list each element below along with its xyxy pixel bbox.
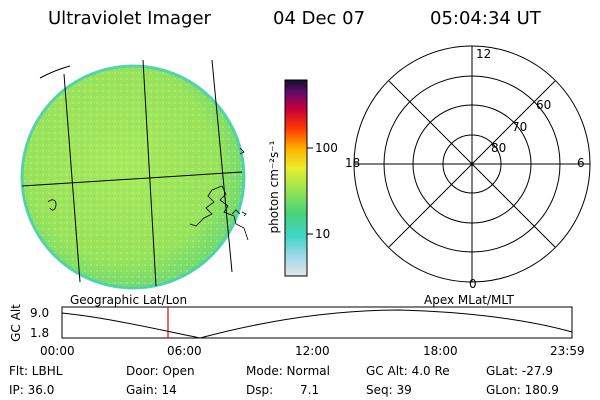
info-gc-alt: GC Alt: 4.0 Re: [366, 364, 450, 378]
alt-xtick-0600: 06:00: [167, 344, 202, 358]
info-dsp: Dsp:: [246, 383, 274, 397]
alt-xtick-1800: 18:00: [423, 344, 458, 358]
info-ip: IP: 36.0: [9, 383, 55, 397]
info-filter: Flt: LBHL: [9, 364, 63, 378]
mlt-label-top: 12: [476, 47, 492, 61]
mlt-label-bottom: 0: [469, 277, 477, 291]
info-glon: GLon: 180.9: [486, 383, 559, 397]
lat-label-80: 80: [491, 141, 507, 155]
info-gain: Gain: 14: [126, 383, 177, 397]
altitude-plot: [61, 306, 573, 339]
alt-ytick-9: 9.0: [30, 306, 50, 320]
colorbar-tick-100: 100: [315, 141, 338, 155]
date-label: 04 Dec 07: [273, 8, 366, 29]
mlt-label-left: 18: [345, 156, 361, 170]
alt-xtick-2359: 23:59: [550, 344, 585, 358]
alt-xtick-1200: 12:00: [295, 344, 330, 358]
info-door: Door: Open: [126, 364, 195, 378]
info-seq: Seq: 39: [366, 383, 412, 397]
alt-ylabel: GC Alt: [9, 304, 23, 342]
time-label: 05:04:34 UT: [430, 8, 541, 29]
apex-label: Apex MLat/MLT: [424, 293, 514, 307]
geographic-label: Geographic Lat/Lon: [70, 293, 188, 307]
polar-plot: [353, 45, 591, 283]
info-dsp-value: 7.1: [300, 383, 320, 397]
info-glat: GLat: -27.9: [486, 364, 553, 378]
coastline: [47, 147, 249, 241]
mlt-label-right: 6: [577, 156, 585, 170]
geographic-grid: [21, 59, 243, 287]
colorbar-tick-10: 10: [315, 227, 331, 241]
lat-label-60: 60: [536, 98, 552, 112]
instrument-title: Ultraviolet Imager: [48, 8, 211, 29]
colorbar-unit-label: photon cm⁻²s⁻¹: [267, 140, 281, 234]
lat-label-70: 70: [512, 120, 528, 134]
info-mode: Mode: Normal: [246, 364, 330, 378]
alt-xtick-0000: 00:00: [40, 344, 75, 358]
alt-ytick-1-8: 1.8: [30, 326, 50, 340]
color-bar: [284, 79, 313, 277]
uv-image-disk: [20, 64, 246, 290]
